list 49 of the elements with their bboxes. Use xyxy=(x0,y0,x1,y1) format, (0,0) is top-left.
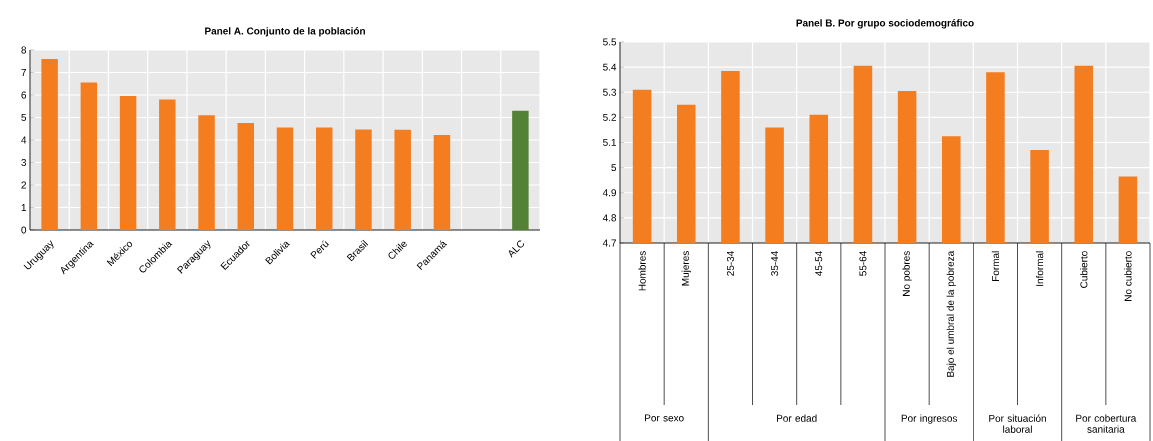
bar xyxy=(433,135,451,230)
y-tick-label: 0 xyxy=(21,226,27,234)
y-tick-label: 5 xyxy=(611,164,617,172)
x-tick-label: Hombres xyxy=(638,251,646,291)
x-tick-label: No cubierto xyxy=(1124,251,1132,301)
bar xyxy=(119,96,137,230)
y-tick-label: 4.9 xyxy=(602,189,617,197)
text: Por edad xyxy=(777,414,817,422)
y-tick-label: 2 xyxy=(21,181,26,189)
text: Por sexo xyxy=(645,414,684,422)
y-tick-label: 4.8 xyxy=(602,214,617,222)
bar xyxy=(41,59,58,230)
y-tick-label: 5.1 xyxy=(603,139,617,146)
bar xyxy=(80,82,98,230)
x-tick-label: 25-34 xyxy=(726,251,734,276)
bar xyxy=(355,129,372,230)
y-tick-label: 5.5 xyxy=(603,38,617,46)
bar xyxy=(394,129,411,230)
x-tick-label: 35-44 xyxy=(771,251,779,276)
y-tick-label: 6 xyxy=(21,91,27,99)
x-tick-label: Mujeres xyxy=(681,251,691,286)
y-tick-label: 3 xyxy=(21,158,27,167)
x-tick-label: Formal xyxy=(991,251,1000,281)
x-tick-label: 55-64 xyxy=(859,251,867,276)
chart-title: Panel B. Por grupo sociodemográfico xyxy=(796,19,974,29)
x-tick-label: Bajo el umbral de la pobreza xyxy=(946,250,956,377)
y-tick-label: 4.7 xyxy=(602,239,616,247)
bar xyxy=(512,110,529,230)
x-tick-label: Cubierto xyxy=(1080,251,1088,288)
text: Por situación laboral xyxy=(989,414,1046,433)
bar xyxy=(276,127,294,230)
y-tick-label: 1 xyxy=(21,204,27,211)
chart-title: Panel A. Conjunto de la población xyxy=(205,27,365,37)
x-tick-label: 45-54 xyxy=(815,251,823,277)
y-tick-label: 8 xyxy=(21,46,27,54)
bar xyxy=(198,115,215,230)
y-tick-label: 7 xyxy=(21,69,26,76)
y-tick-label: 5.4 xyxy=(603,63,617,71)
x-tick-label: No pobres xyxy=(902,251,912,296)
bar xyxy=(159,99,176,230)
bar xyxy=(237,123,255,230)
y-tick-label: 4 xyxy=(21,136,27,144)
y-tick-label: 5 xyxy=(21,114,27,121)
bar xyxy=(316,127,333,230)
y-tick-label: 5.2 xyxy=(603,113,616,121)
text: Por cobertura sanitaria xyxy=(1076,414,1137,433)
x-tick-label: Informal xyxy=(1035,251,1044,286)
text: Por ingresos xyxy=(901,414,958,424)
y-tick-label: 5.3 xyxy=(603,88,617,96)
